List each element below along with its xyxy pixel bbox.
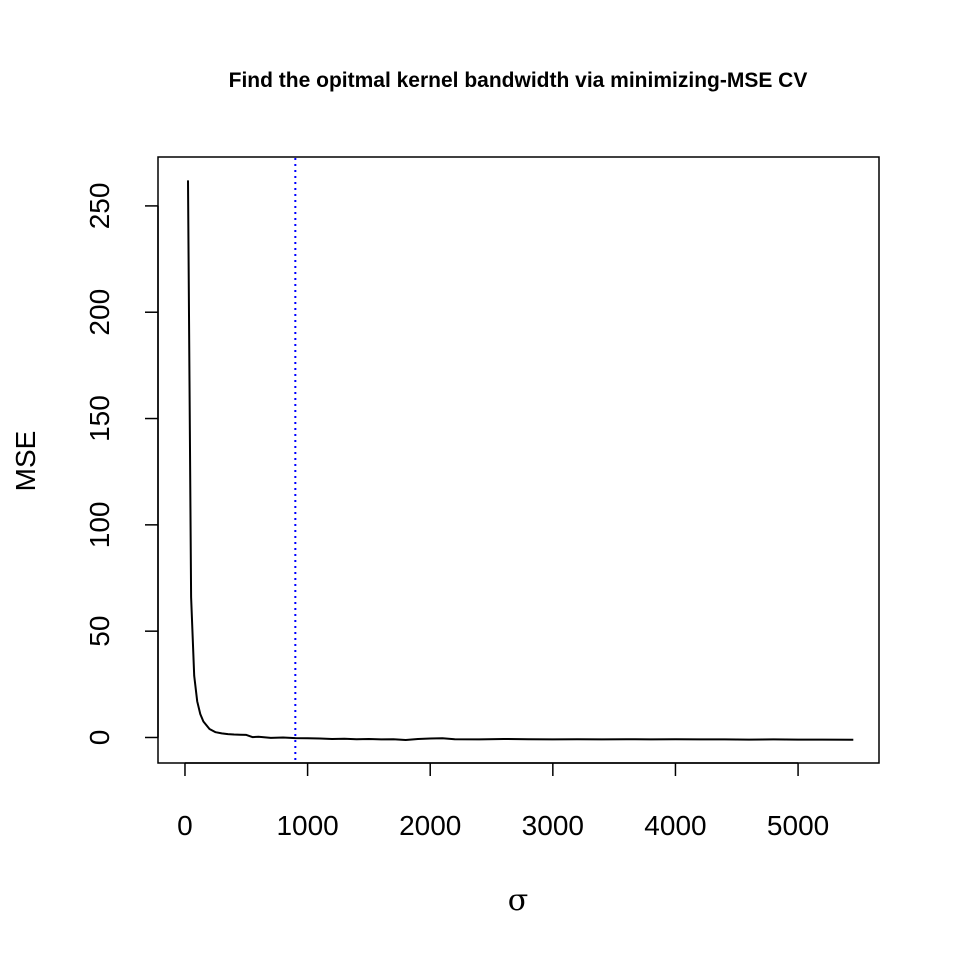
x-tick-label: 0 bbox=[177, 810, 193, 841]
x-axis: 0 1000 2000 3000 4000 5000 bbox=[177, 762, 829, 841]
y-tick-label: 200 bbox=[84, 289, 115, 336]
y-tick-label: 100 bbox=[84, 501, 115, 548]
plot-frame bbox=[157, 156, 880, 764]
mse-series-line bbox=[187, 180, 854, 741]
chart-title: Find the opitmal kernel bandwidth via mi… bbox=[229, 69, 808, 92]
y-tick-label: 150 bbox=[84, 395, 115, 442]
plot-area bbox=[187, 158, 854, 762]
x-tick-label: 4000 bbox=[644, 810, 706, 841]
y-tick-label: 0 bbox=[84, 730, 115, 746]
x-tick-label: 2000 bbox=[399, 810, 461, 841]
y-axis: 0 50 100 150 200 250 bbox=[84, 183, 159, 746]
y-axis-label: MSE bbox=[10, 431, 41, 492]
x-tick-label: 1000 bbox=[276, 810, 338, 841]
x-axis-label: σ bbox=[508, 883, 528, 918]
y-tick-label: 50 bbox=[84, 616, 115, 647]
x-tick-label: 5000 bbox=[767, 810, 829, 841]
y-tick-label: 250 bbox=[84, 183, 115, 230]
x-tick-label: 3000 bbox=[522, 810, 584, 841]
